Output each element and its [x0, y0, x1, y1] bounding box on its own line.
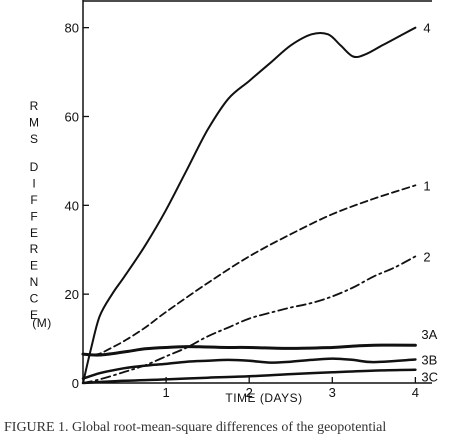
y-axis-unit: (M) [32, 316, 52, 330]
y-axis-title-letter: E [30, 308, 38, 322]
y-axis-title-letter: F [30, 193, 37, 207]
y-axis-title-letter: R [30, 99, 39, 113]
series-3c-line [81, 368, 417, 385]
series-layer [81, 26, 417, 385]
y-tick-label: 80 [65, 21, 79, 36]
y-axis-title-letter: D [30, 160, 39, 174]
x-tick-label: 4 [412, 385, 419, 400]
y-axis-title-letter: C [30, 291, 39, 305]
series-2-line [82, 255, 417, 384]
y-axis-title-letter: M [29, 115, 39, 129]
y-axis-title-letter: R [30, 242, 39, 256]
y-axis-title-letter: I [32, 177, 35, 191]
y-tick-label: 40 [65, 198, 79, 213]
x-tick-label: 1 [162, 385, 169, 400]
y-axis-title-letter: N [30, 275, 39, 289]
y-tick-label: 60 [65, 109, 79, 124]
series-label-3a: 3A [421, 327, 437, 342]
series-1-line [82, 184, 417, 356]
series-label-1: 1 [423, 178, 430, 193]
series-label-2: 2 [423, 249, 430, 264]
x-tick-label: 2 [246, 385, 253, 400]
x-tick-label: 3 [329, 385, 336, 400]
series-3a-line [81, 343, 417, 357]
y-tick-label: 0 [72, 376, 79, 391]
series-3b-line [81, 357, 417, 380]
y-axis-title-letter: E [30, 259, 38, 273]
plot-frame [82, 0, 432, 384]
series-4-line [82, 26, 417, 384]
series-label-4: 4 [423, 21, 430, 36]
x-axis-title: TIME (DAYS) [225, 391, 302, 405]
y-tick-label: 20 [65, 287, 79, 302]
figure-caption: FIGURE 1. Global root-mean-square differ… [4, 420, 387, 435]
y-axis-title-letter: S [30, 132, 38, 146]
y-axis-title-letter: E [30, 226, 38, 240]
series-label-3c: 3C [421, 370, 438, 385]
y-axis-title-letter: F [30, 209, 37, 223]
series-label-3b: 3B [421, 352, 437, 367]
series-labels: 4 1 2 3A 3B 3C [421, 21, 438, 385]
